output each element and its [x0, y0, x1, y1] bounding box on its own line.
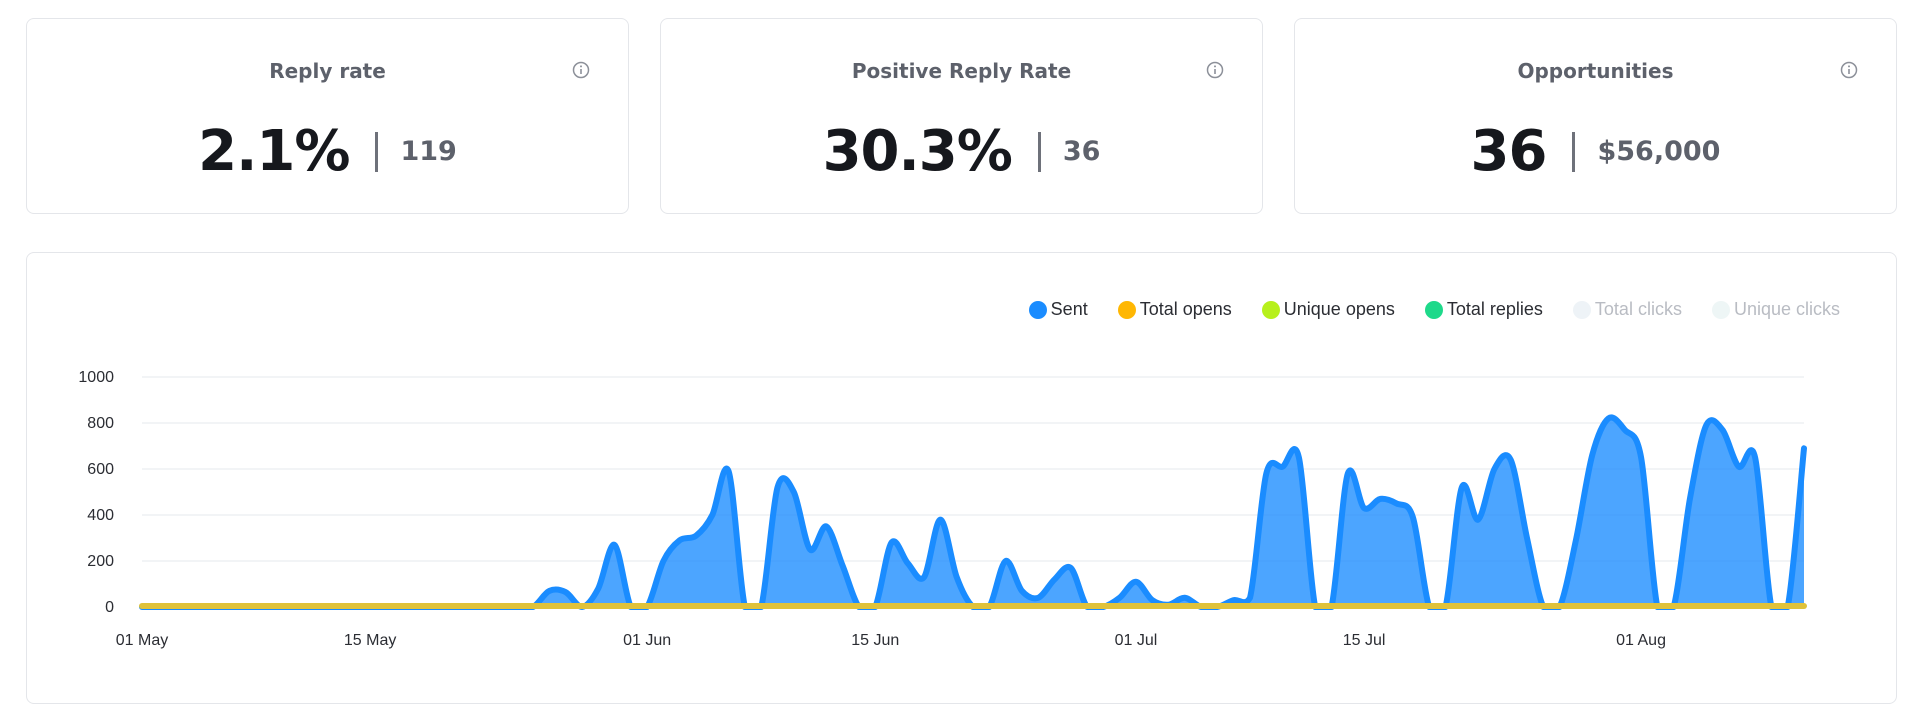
x-tick-label: 15 Jun: [851, 632, 899, 649]
y-tick-label: 200: [87, 553, 114, 570]
info-icon[interactable]: [572, 61, 590, 79]
legend-label: Total replies: [1446, 299, 1543, 319]
stat-divider: [1572, 131, 1576, 172]
x-tick-label: 15 Jul: [1343, 632, 1386, 649]
legend-dot: [1572, 300, 1591, 319]
y-tick-label: 400: [87, 507, 114, 524]
reply-rate-value: 2.1%: [198, 119, 350, 184]
opportunities-card: Opportunities 36 $56,000: [1294, 18, 1897, 214]
opportunities-count: 36: [1470, 119, 1548, 184]
area-chart: 0 200 400 600 800 1000 01 May 15 May 01 Jun 15 Ju…: [78, 369, 1807, 649]
opportunities-value: $56,000: [1597, 136, 1721, 167]
legend-item-total-clicks[interactable]: Total clicks: [1572, 299, 1682, 320]
legend-dot: [1117, 300, 1136, 319]
legend-item-unique-clicks[interactable]: Unique clicks: [1711, 299, 1840, 320]
reply-rate-card: Reply rate 2.1% 119: [26, 18, 629, 214]
legend-label: Sent: [1050, 299, 1088, 319]
x-tick-label: 01 May: [116, 632, 168, 649]
y-tick-label: 0: [105, 599, 114, 616]
legend-dot: [1424, 300, 1443, 319]
y-tick-label: 800: [87, 415, 114, 432]
reply-rate-title: Reply rate: [269, 59, 386, 83]
opportunities-values: 36 $56,000: [1295, 119, 1896, 184]
legend-label: Unique opens: [1283, 299, 1395, 319]
positive-reply-rate-title: Positive Reply Rate: [851, 59, 1072, 83]
y-tick-label: 1000: [78, 369, 114, 386]
opportunities-title: Opportunities: [1517, 59, 1674, 83]
x-tick-label: 01 Aug: [1616, 632, 1666, 649]
legend-item-sent[interactable]: Sent: [1028, 299, 1088, 320]
x-tick-label: 01 Jul: [1115, 632, 1158, 649]
positive-reply-count: 36: [1062, 136, 1101, 167]
stat-divider: [1037, 131, 1041, 172]
positive-reply-rate-values: 30.3% 36: [661, 119, 1262, 184]
legend-label: Unique clicks: [1733, 299, 1840, 319]
reply-count: 119: [400, 136, 457, 167]
chart-legend: Sent Total opens Unique opens Total repl…: [999, 299, 1840, 320]
activity-chart-card: Sent Total opens Unique opens Total repl…: [26, 252, 1897, 704]
sent-line: [139, 414, 1807, 610]
info-icon[interactable]: [1840, 61, 1858, 79]
legend-dot: [1261, 300, 1280, 319]
y-tick-label: 600: [87, 461, 114, 478]
sent-area: [142, 417, 1804, 607]
positive-reply-rate-value: 30.3%: [822, 119, 1013, 184]
legend-item-unique-opens[interactable]: Unique opens: [1261, 299, 1395, 320]
legend-label: Total opens: [1139, 299, 1232, 319]
legend-dot: [1711, 300, 1730, 319]
reply-rate-values: 2.1% 119: [27, 119, 628, 184]
legend-dot: [1028, 300, 1047, 319]
x-tick-label: 15 May: [344, 632, 396, 649]
x-tick-label: 01 Jun: [623, 632, 671, 649]
legend-item-total-replies[interactable]: Total replies: [1424, 299, 1543, 320]
legend-label: Total clicks: [1594, 299, 1682, 319]
info-icon[interactable]: [1206, 61, 1224, 79]
legend-item-total-opens[interactable]: Total opens: [1117, 299, 1232, 320]
stat-divider: [375, 131, 379, 172]
positive-reply-rate-card: Positive Reply Rate 30.3% 36: [660, 18, 1263, 214]
